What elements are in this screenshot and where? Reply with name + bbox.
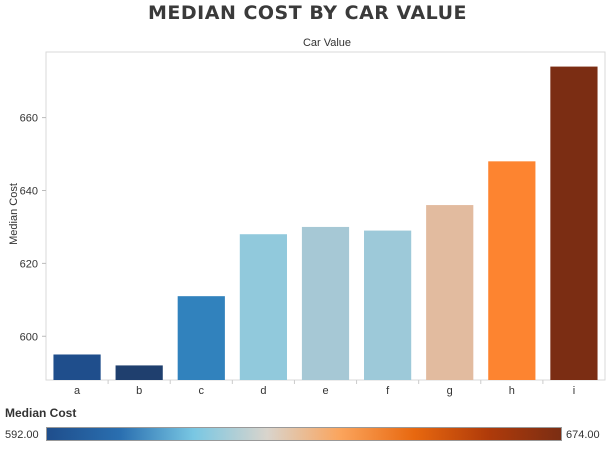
x-tick-label-i: i: [573, 385, 575, 397]
x-tick-label-e: e: [322, 385, 328, 397]
legend-max-label: 674.00: [566, 429, 600, 441]
bar-chart: Car Value Median Cost 600 620 640 660 a b c d e f…: [8, 37, 606, 397]
color-legend-gradient: [46, 427, 562, 441]
bar-d: [239, 234, 287, 380]
x-axis-header: Car Value: [303, 37, 351, 49]
y-tick-label: 640: [20, 185, 38, 197]
bar-f: [364, 230, 412, 380]
bar-b: [115, 365, 163, 380]
bar-h: [488, 161, 536, 380]
bar-i: [550, 66, 598, 381]
y-tick-label: 600: [20, 331, 38, 343]
x-tick-label-h: h: [509, 385, 515, 397]
x-tick-label-c: c: [199, 385, 205, 397]
x-tick-label-f: f: [386, 385, 390, 397]
bar-e: [301, 226, 350, 380]
y-axis-label: Median Cost: [8, 183, 20, 245]
y-tick-label: 620: [20, 258, 38, 270]
bar-g: [426, 205, 474, 380]
plot-area: 600 620 640 660 a b c d e f g h i: [20, 51, 606, 397]
chart-title: MEDIAN COST BY CAR VALUE: [148, 2, 467, 24]
bar-a: [53, 354, 101, 380]
bar-c: [177, 296, 225, 380]
x-tick-label-g: g: [447, 385, 453, 397]
legend-title: Median Cost: [5, 406, 77, 420]
x-tick-label-b: b: [136, 385, 142, 397]
legend-min-label: 592.00: [5, 429, 39, 441]
y-tick-label: 660: [20, 113, 38, 125]
x-tick-label-d: d: [260, 385, 266, 397]
x-tick-label-a: a: [74, 385, 81, 397]
